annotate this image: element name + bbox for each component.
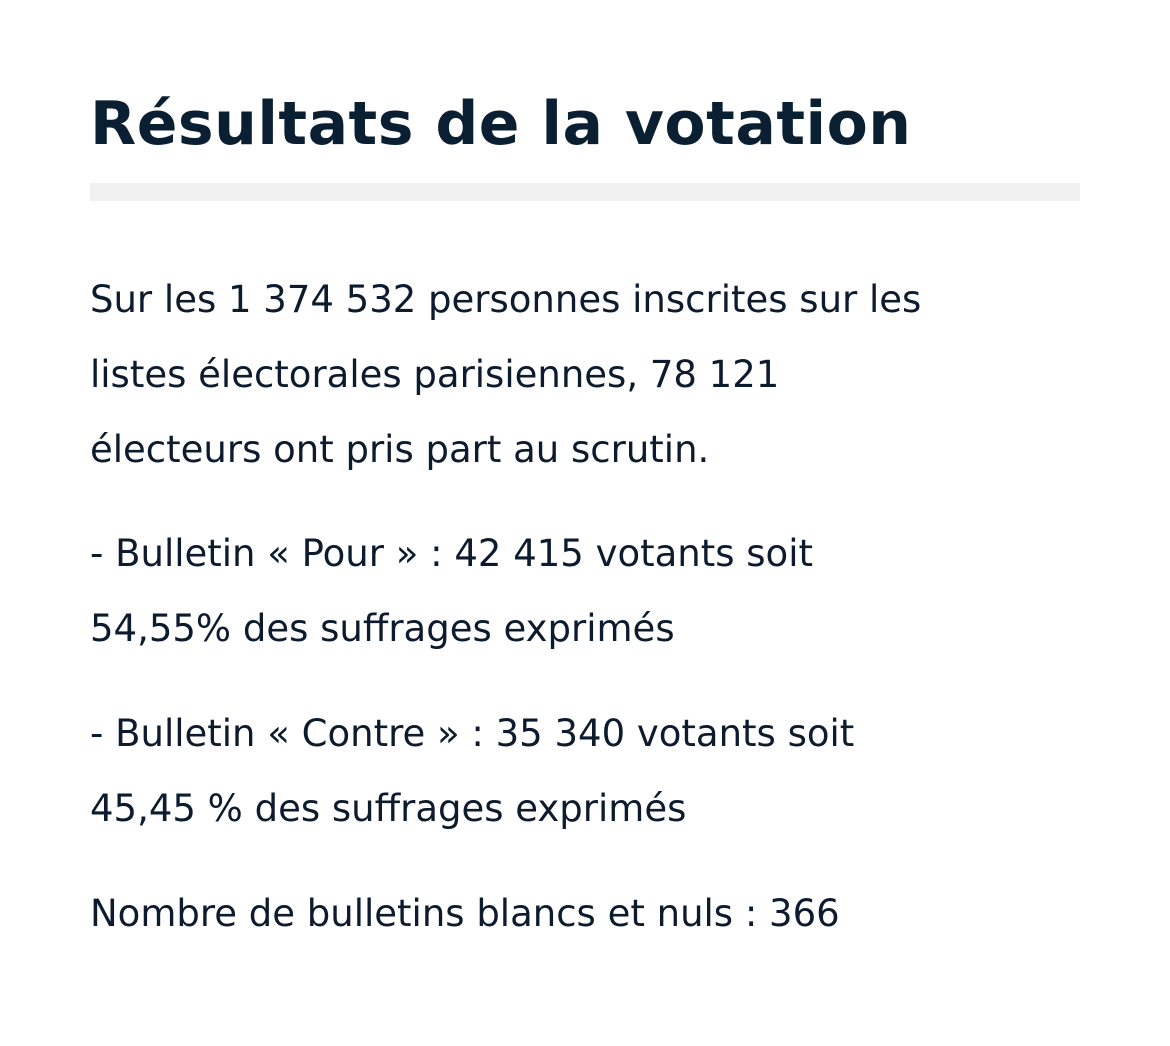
result-contre-line: - Bulletin « Contre » : 35 340 votants s… bbox=[90, 712, 855, 755]
result-pour-line: - Bulletin « Pour » : 42 415 votants soi… bbox=[90, 532, 813, 575]
intro-line: listes électorales parisiennes, 78 121 bbox=[90, 353, 780, 396]
result-pour: - Bulletin « Pour » : 42 415 votants soi… bbox=[90, 516, 1080, 666]
page-title: Résultats de la votation bbox=[90, 89, 912, 159]
blank-null-ballots: Nombre de bulletins blancs et nuls : 366 bbox=[90, 876, 1080, 951]
intro-line: électeurs ont pris part au scrutin. bbox=[90, 428, 710, 471]
blank-null-ballots-line: Nombre de bulletins blancs et nuls : 366 bbox=[90, 892, 840, 935]
result-pour-line: 54,55% des suffrages exprimés bbox=[90, 607, 675, 650]
intro-paragraph: Sur les 1 374 532 personnes inscrites su… bbox=[90, 262, 1080, 487]
result-contre-line: 45,45 % des suffrages exprimés bbox=[90, 787, 687, 830]
title-divider bbox=[90, 183, 1080, 201]
intro-line: Sur les 1 374 532 personnes inscrites su… bbox=[90, 278, 922, 321]
result-contre: - Bulletin « Contre » : 35 340 votants s… bbox=[90, 696, 1080, 846]
